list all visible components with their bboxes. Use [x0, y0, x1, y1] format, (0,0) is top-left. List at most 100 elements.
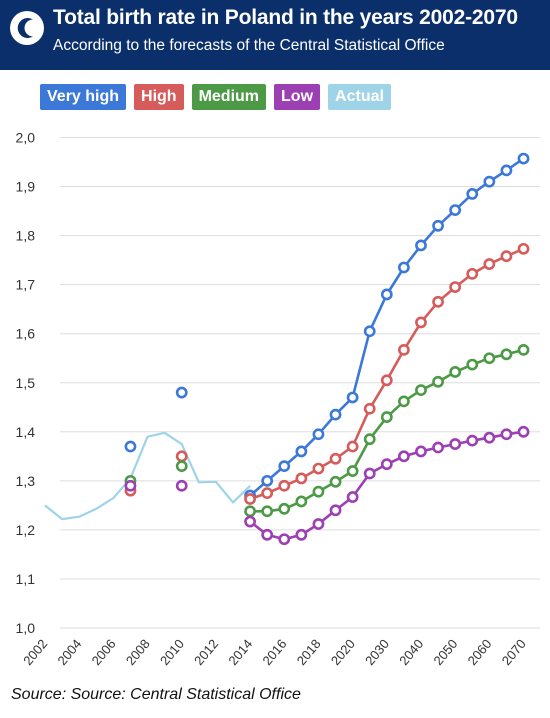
- data-point-very-high: [261, 474, 274, 487]
- data-point-very-high: [397, 261, 410, 274]
- data-point-high: [517, 242, 530, 255]
- x-tick-label: 2030: [362, 636, 392, 668]
- data-point-high: [312, 462, 325, 475]
- data-point-very-high: [329, 408, 342, 421]
- series-line-very-high: [249, 157, 525, 497]
- forecast-point-very-high: [175, 386, 188, 399]
- data-point-low: [415, 445, 427, 458]
- x-tick-label: 2020: [328, 636, 358, 668]
- y-tick-label: 1,3: [16, 473, 36, 489]
- data-point-low: [380, 458, 393, 471]
- y-tick-label: 1,0: [16, 620, 36, 636]
- x-tick-label: 2014: [225, 636, 255, 668]
- data-point-low: [295, 528, 308, 541]
- y-tick-label: 1,8: [16, 228, 36, 244]
- data-point-low: [449, 438, 462, 450]
- legend: Very high High Medium Low Actual: [40, 84, 391, 110]
- chart-header: Total birth rate in Poland in the years …: [0, 0, 550, 70]
- data-point-medium: [500, 348, 513, 361]
- data-point-high: [466, 267, 479, 280]
- data-point-very-high: [295, 445, 308, 458]
- x-tick-label: 2040: [396, 636, 426, 668]
- data-point-high: [449, 281, 462, 294]
- data-point-medium: [483, 352, 496, 365]
- data-point-low: [500, 428, 513, 441]
- data-point-high: [261, 487, 274, 500]
- data-point-medium: [295, 495, 308, 508]
- data-point-medium: [261, 505, 274, 518]
- source-note: Source: Source: Central Statistical Offi…: [11, 686, 301, 703]
- x-tick-label: 2004: [54, 636, 84, 668]
- data-point-medium: [380, 411, 393, 423]
- legend-item-low[interactable]: Low: [274, 84, 321, 110]
- forecast-point-low: [175, 479, 188, 492]
- x-tick-label: 2010: [157, 636, 187, 668]
- data-point-high: [432, 295, 444, 308]
- data-point-medium: [432, 375, 444, 388]
- data-point-very-high: [363, 325, 376, 338]
- data-point-high: [295, 472, 308, 485]
- data-point-low: [312, 518, 325, 530]
- logo-icon: [10, 11, 44, 45]
- chart-title: Total birth rate in Poland in the years …: [53, 6, 518, 29]
- forecast-point-medium: [175, 460, 188, 473]
- data-point-low: [363, 467, 376, 480]
- data-point-very-high: [517, 152, 530, 165]
- data-point-high: [244, 493, 256, 505]
- x-tick-label: 2008: [123, 636, 153, 668]
- data-point-medium: [415, 384, 427, 397]
- x-tick-label: 2060: [465, 636, 495, 668]
- data-point-high: [415, 316, 427, 329]
- chart-subtitle: According to the forecasts of the Centra…: [53, 37, 445, 54]
- data-point-very-high: [312, 428, 325, 441]
- x-tick-label: 2006: [89, 636, 119, 668]
- data-point-medium: [244, 505, 256, 518]
- data-point-high: [380, 374, 393, 387]
- data-point-medium: [517, 343, 530, 356]
- data-point-low: [346, 491, 359, 503]
- data-point-medium: [363, 433, 376, 446]
- x-tick-label: 2002: [20, 636, 50, 668]
- data-point-low: [329, 504, 342, 517]
- y-tick-label: 1,9: [16, 179, 36, 195]
- y-tick-label: 1,7: [16, 277, 36, 293]
- data-point-very-high: [466, 188, 479, 200]
- data-point-high: [363, 402, 376, 415]
- data-point-low: [244, 515, 256, 528]
- legend-item-high[interactable]: High: [134, 84, 184, 110]
- data-point-low: [397, 450, 410, 463]
- data-point-medium: [466, 358, 479, 371]
- legend-item-very-high[interactable]: Very high: [40, 84, 127, 110]
- series-line-actual: [44, 431, 251, 521]
- data-point-low: [483, 431, 496, 444]
- y-tick-label: 2,0: [16, 130, 36, 146]
- data-point-high: [329, 452, 342, 465]
- forecast-point-high: [175, 450, 188, 463]
- x-tick-label: 2016: [259, 636, 289, 668]
- x-tick-label: 2018: [294, 636, 324, 668]
- data-point-very-high: [500, 164, 513, 177]
- data-point-high: [346, 440, 359, 453]
- data-point-low: [432, 441, 444, 454]
- data-point-medium: [397, 395, 410, 408]
- data-point-low: [278, 533, 291, 546]
- legend-item-medium[interactable]: Medium: [191, 84, 267, 110]
- data-point-high: [278, 479, 291, 492]
- y-tick-label: 1,2: [16, 522, 36, 538]
- data-point-high: [397, 343, 410, 356]
- data-point-very-high: [278, 460, 291, 473]
- data-point-very-high: [346, 391, 359, 404]
- data-point-medium: [329, 475, 342, 488]
- data-point-medium: [278, 502, 291, 515]
- series-line-medium: [250, 348, 524, 513]
- x-tick-label: 2050: [430, 636, 460, 668]
- data-point-very-high: [415, 239, 427, 252]
- data-point-medium: [312, 485, 325, 498]
- data-point-high: [500, 250, 513, 263]
- x-tick-label: 2012: [191, 636, 221, 668]
- data-point-very-high: [380, 288, 393, 301]
- legend-item-actual[interactable]: Actual: [328, 84, 391, 110]
- data-point-medium: [449, 366, 462, 378]
- series-line-low: [249, 430, 524, 541]
